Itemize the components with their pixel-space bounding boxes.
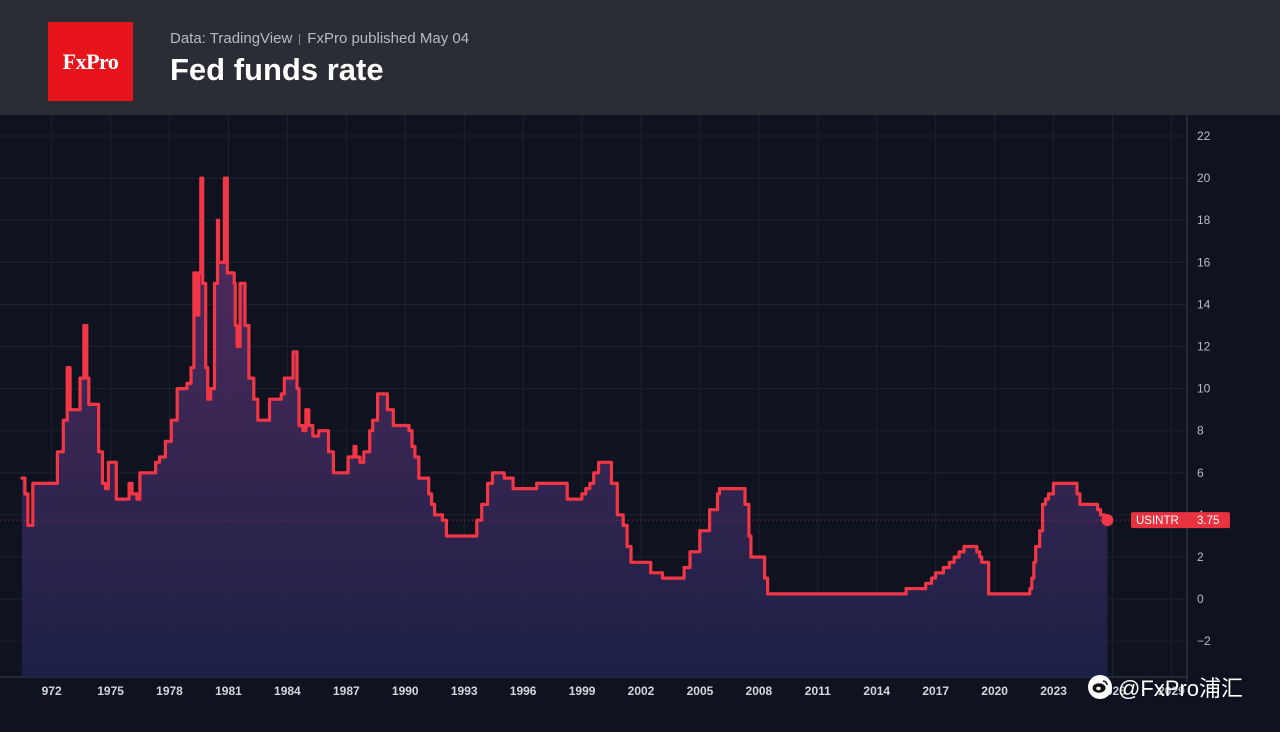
x-tick-label: 2011 [805,684,831,698]
fxpro-logo: FxPro [48,22,133,101]
x-tick-label: 2023 [1040,684,1067,698]
y-tick-label: 20 [1197,171,1211,185]
x-tick-label: 1999 [569,684,596,698]
x-tick-label: 1987 [333,684,360,698]
y-tick-label: 10 [1197,382,1211,396]
x-tick-label: 2005 [687,684,714,698]
series-name-label: USINTR [1136,515,1179,527]
last-value-badge [1131,512,1230,529]
y-tick-label: 6 [1197,466,1204,480]
x-tick-label: 2014 [863,684,890,698]
x-tick-label: 2020 [981,684,1008,698]
x-tick-label: 1996 [510,684,537,698]
x-tick-label: 1993 [451,684,478,698]
usintr-line [20,176,1109,596]
watermark-text: @FxPro浦汇 [1118,676,1244,701]
weibo-icon [1088,675,1112,699]
chart-header: FxPro Data: TradingView FxPro published M… [0,0,1280,115]
chart-meta: Data: TradingView FxPro published May 04 [170,30,469,47]
y-tick-label: 22 [1197,129,1211,143]
y-tick-label: 12 [1197,340,1211,354]
x-axis: 972 1975 1978 1981 1984 1987 1990 1993 1996 1999 2… [42,684,1186,698]
chart-title: Fed funds rate [170,52,384,87]
last-value-dot [1101,514,1114,527]
published-date: FxPro published May 04 [307,30,470,47]
y-tick-label: 0 [1197,592,1204,606]
x-tick-label: 1981 [215,684,242,698]
fed-funds-chart: 2220181614121086420−2 972197519781981198… [0,115,1230,698]
weibo-watermark: @FxPro浦汇 [1088,670,1243,704]
x-tick-label: 1990 [392,684,419,698]
x-tick-label: 1984 [274,684,301,698]
x-tick-label: 2002 [628,684,655,698]
data-source: Data: TradingView [170,30,293,47]
y-tick-label: −2 [1197,634,1211,648]
last-value-label: 3.75 [1197,515,1219,527]
y-tick-label: 14 [1197,297,1211,311]
usintr-area [22,178,1108,677]
x-tick-label: 972 [42,684,62,698]
y-axis: 2220181614121086420−2 [1197,129,1211,648]
x-tick-label: 2008 [746,684,773,698]
line-layer [0,176,1187,596]
logo-text: FxPro [62,48,119,74]
x-tick-label: 1975 [97,684,124,698]
x-tick-label: 2029 [1158,684,1185,698]
x-tick-label: 2017 [922,684,949,698]
y-tick-label: 8 [1197,424,1204,438]
y-tick-label: 2 [1197,550,1204,564]
y-tick-label: 16 [1197,255,1211,269]
meta-separator [299,33,301,45]
x-tick-label: 1978 [156,684,183,698]
area-layer [22,178,1108,677]
last-value-layer: USINTR 3.75 [1131,512,1230,529]
y-tick-label: 18 [1197,213,1211,227]
